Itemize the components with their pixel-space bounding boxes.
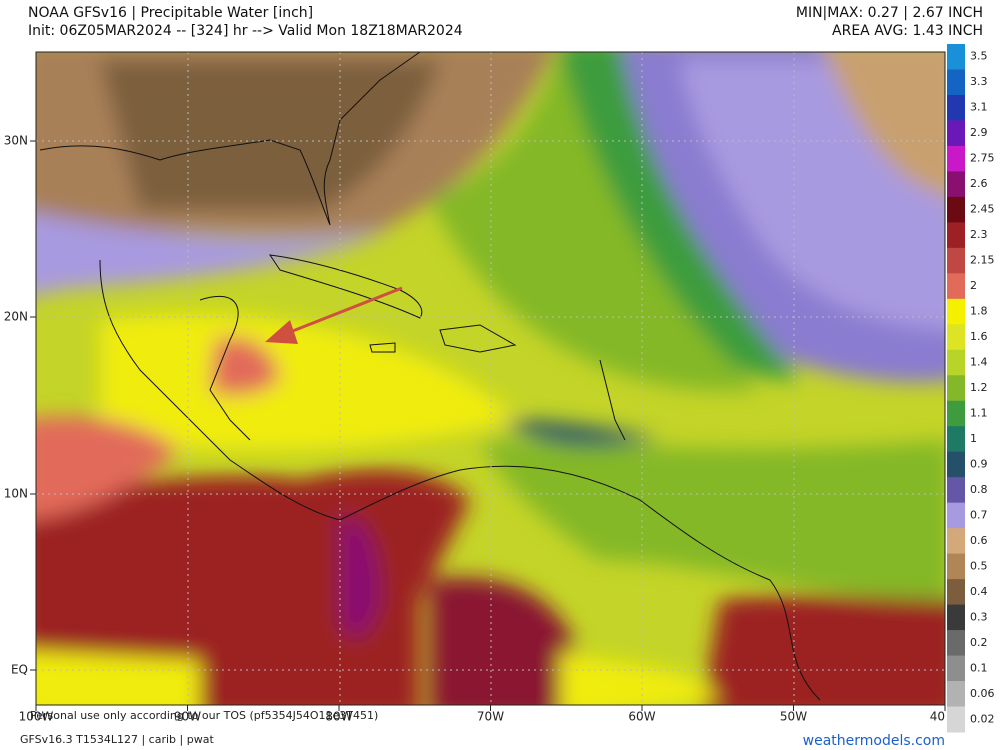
colorbar-label: 1.2 [970, 381, 988, 394]
colorbar-swatch [947, 528, 965, 555]
colorbar-label: 1.1 [970, 406, 988, 419]
colorbar-swatch [947, 171, 965, 198]
colorbar-swatch [947, 44, 965, 70]
colorbar-label: 0.3 [970, 610, 988, 623]
colorbar-label: 2.6 [970, 177, 988, 190]
colorbar-label: 0.8 [970, 483, 988, 496]
colorbar-label: 0.7 [970, 508, 988, 521]
annotation-arrow [265, 286, 403, 344]
colorbar-label: 3.5 [970, 50, 988, 63]
colorbar-label: 2.15 [970, 254, 995, 267]
colorbar-swatch [947, 681, 965, 708]
area-average: AREA AVG: 1.43 INCH [832, 23, 983, 39]
min-max: MIN|MAX: 0.27 | 2.67 INCH [796, 5, 983, 21]
lon-label: 60W [628, 710, 655, 724]
lon-label: 80W [325, 710, 352, 724]
lon-label: 90W [174, 710, 201, 724]
colorbar-swatch [947, 196, 965, 223]
colorbar-swatch [947, 604, 965, 631]
colorbar-label: 0.4 [970, 585, 988, 598]
colorbar-swatch [947, 375, 965, 402]
colorbar-swatch [947, 477, 965, 504]
colorbar-swatch [947, 273, 965, 300]
lat-label: 30N [4, 134, 28, 148]
init-time: Init: 06Z05MAR2024 -- [324] hr --> Valid… [28, 23, 463, 39]
lat-label: EQ [11, 663, 28, 677]
colorbar-swatch [947, 145, 965, 172]
colorbar-swatch [947, 349, 965, 376]
colorbar-label: 0.2 [970, 636, 988, 649]
colorbar-label: 3.3 [970, 75, 988, 88]
map-field [36, 52, 945, 705]
colorbar-label: 2.9 [970, 126, 988, 139]
model-info: GFSv16.3 T1534L127 | carib | pwat [20, 733, 214, 746]
colorbar-swatch [947, 120, 965, 147]
colorbar-swatch [947, 298, 965, 325]
colorbar-swatch [947, 324, 965, 351]
colorbar-label: 2.3 [970, 228, 988, 241]
colorbar-label: 0.02 [970, 712, 995, 725]
colorbar-swatch [947, 69, 965, 96]
colorbar-swatch [947, 426, 965, 453]
colorbar-label: 1.6 [970, 330, 988, 343]
lon-label: 40 [930, 710, 945, 724]
colorbar-swatch [947, 553, 965, 580]
colorbar-swatch [947, 706, 965, 733]
colorbar-swatch [947, 451, 965, 478]
tos-notice: Personal use only according to our TOS (… [30, 709, 378, 722]
colorbar-label: 2 [970, 279, 977, 292]
colorbar-label: 1 [970, 432, 977, 445]
colorbar-label: 0.1 [970, 661, 988, 674]
colorbar-swatch [947, 222, 965, 249]
colorbar-swatch [947, 247, 965, 274]
colorbar-swatch [947, 94, 965, 121]
colorbar-label: 0.5 [970, 559, 988, 572]
colorbar-label: 3.1 [970, 101, 988, 114]
title: NOAA GFSv16 | Precipitable Water [inch] [28, 5, 313, 21]
colorbar-label: 2.75 [970, 152, 995, 165]
site-link[interactable]: weathermodels.com [803, 733, 945, 749]
lon-label: 70W [477, 710, 504, 724]
colorbar-swatch [947, 630, 965, 657]
lon-label: 50W [780, 710, 807, 724]
colorbar-label: 0.06 [970, 687, 995, 700]
colorbar-label: 1.4 [970, 356, 988, 369]
colorbar-swatch [947, 400, 965, 427]
lon-label: 100W [19, 710, 54, 724]
colorbar-swatch [947, 579, 965, 606]
colorbar-label: 0.9 [970, 457, 988, 470]
colorbar-swatch [947, 502, 965, 529]
colorbar-label: 1.8 [970, 305, 988, 318]
colorbar-swatch [947, 655, 965, 682]
colorbar-label: 0.6 [970, 534, 988, 547]
colorbar-label: 2.45 [970, 203, 995, 216]
lat-label: 10N [4, 487, 28, 501]
lat-label: 20N [4, 310, 28, 324]
